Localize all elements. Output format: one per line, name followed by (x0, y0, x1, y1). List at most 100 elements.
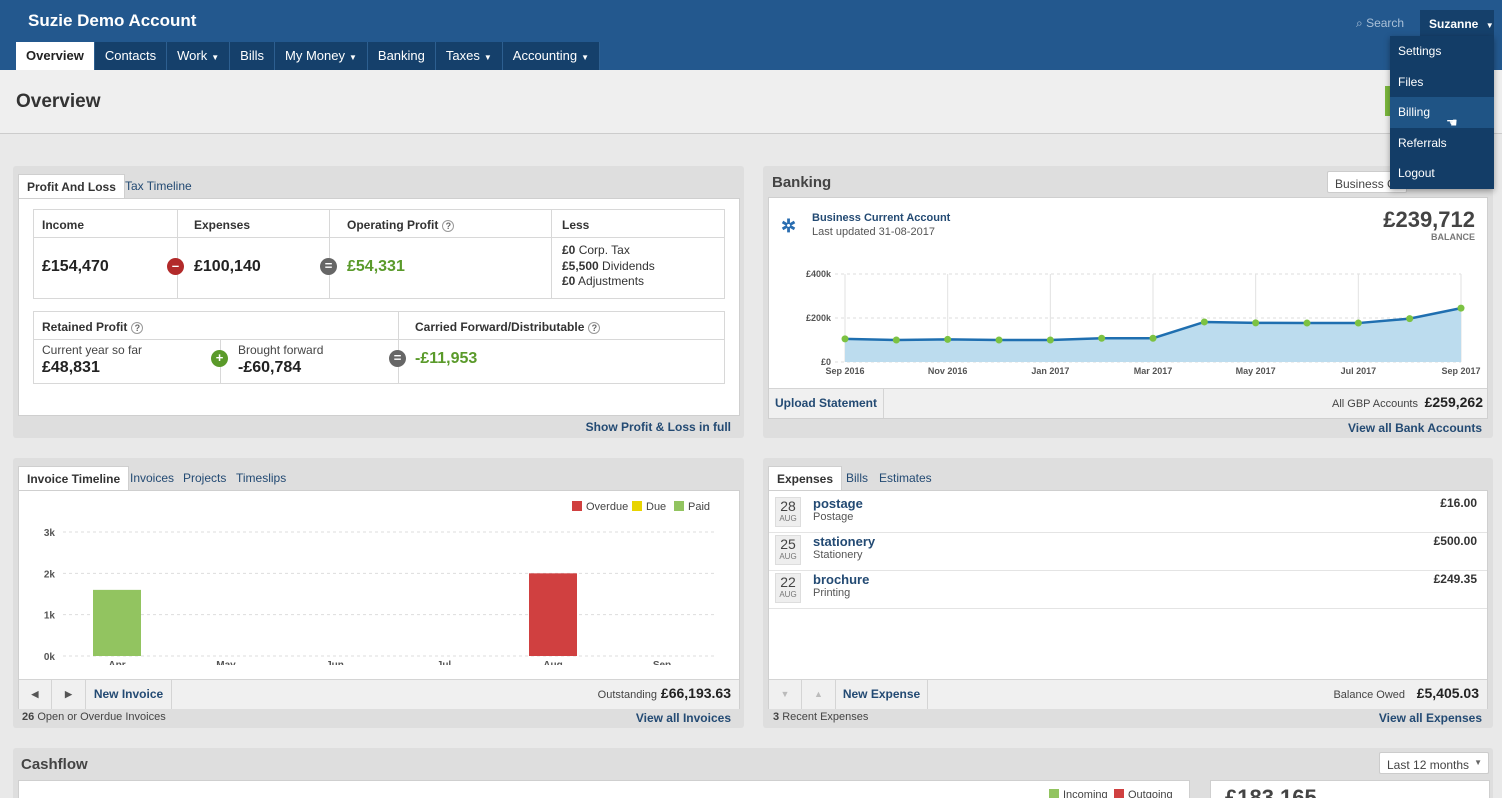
help-icon[interactable]: ? (442, 220, 455, 232)
balance-point[interactable] (1200, 318, 1208, 326)
upload-statement-button[interactable]: Upload Statement (769, 389, 884, 418)
y-tick-label: 3k (44, 528, 56, 539)
nav-accounting[interactable]: Accounting ▼ (502, 42, 601, 70)
tab-invoice-timeline[interactable]: Invoice Timeline (18, 466, 130, 491)
balance-point[interactable] (1149, 334, 1157, 342)
previous-icon[interactable]: ◀ (19, 680, 52, 709)
legend-outgoing: Outgoing (1114, 789, 1173, 798)
period-select[interactable]: Last 12 months ▼ (1379, 752, 1489, 774)
new-invoice-button[interactable]: New Invoice (86, 680, 172, 709)
balance-point[interactable] (1046, 336, 1054, 344)
expense-row[interactable]: 25 AUG stationery Stationery £500.00 (769, 533, 1487, 571)
less-line: £0 Adjustments (562, 274, 655, 290)
expense-row[interactable]: 28 AUG postage Postage £16.00 (769, 495, 1487, 533)
retained-profit-table: Retained Profit? Carried Forward/Distrib… (33, 311, 725, 384)
menu-item-logout[interactable]: Logout (1398, 166, 1435, 181)
bank-last-updated: Last updated 31-08-2017 (812, 226, 935, 238)
cashflow-summary: £183,165 (1210, 780, 1490, 798)
x-tick-label: Jan 2017 (1031, 366, 1069, 376)
expense-title[interactable]: brochure (813, 572, 870, 587)
tab-timeslips[interactable]: Timeslips (236, 471, 287, 485)
nav-banking[interactable]: Banking (367, 42, 436, 70)
current-year-value: £48,831 (42, 359, 100, 376)
nav-overview[interactable]: Overview (16, 42, 95, 70)
minus-icon: – (167, 258, 184, 275)
x-tick-label: Mar 2017 (1134, 366, 1173, 376)
overdue-swatch (572, 501, 582, 511)
tab-expenses[interactable]: Expenses (768, 466, 843, 491)
tab-tax-timeline[interactable]: Tax Timeline (125, 179, 192, 193)
nav-taxes[interactable]: Taxes ▼ (435, 42, 503, 70)
paid-swatch (674, 501, 684, 511)
nav-my-money[interactable]: My Money ▼ (275, 42, 368, 70)
x-tick-label: Aug (543, 660, 562, 665)
view-all-bank-accounts-link[interactable]: View all Bank Accounts (1347, 421, 1482, 435)
balance-point[interactable] (841, 335, 849, 343)
scroll-up-icon[interactable]: ▲ (802, 680, 836, 709)
balance-point[interactable] (1354, 319, 1362, 327)
tab-projects[interactable]: Projects (183, 471, 227, 485)
invoice-timeline-chart: 0k 1k 2k 3k Apr May Jun Jul Aug Sep (44, 528, 717, 665)
view-all-expenses-link[interactable]: View all Expenses (1378, 711, 1482, 725)
income-value: £154,470 (42, 258, 109, 275)
banking-panel: Banking Business C ✲ Business Current Ac… (763, 166, 1493, 438)
incoming-swatch (1049, 789, 1059, 798)
menu-item-files[interactable]: Files (1398, 74, 1424, 89)
next-icon[interactable]: ▶ (52, 680, 86, 709)
bank-account-name[interactable]: Business Current Account (812, 212, 951, 224)
balance-point[interactable] (1457, 304, 1465, 312)
expense-category: Stationery (813, 549, 863, 561)
tab-invoices[interactable]: Invoices (130, 471, 175, 485)
balance-point[interactable] (892, 336, 900, 344)
bar-overdue-aug[interactable] (529, 573, 577, 656)
show-profit-loss-link[interactable]: Show Profit & Loss in full (585, 420, 731, 434)
bank-account-select[interactable]: Business C (1327, 171, 1407, 193)
equals-icon: = (320, 258, 337, 275)
carried-forward-label: Carried Forward/Distributable? (415, 320, 601, 334)
y-tick-label: 2k (44, 569, 56, 580)
balance-point[interactable] (995, 336, 1003, 344)
view-all-invoices-link[interactable]: View all Invoices (635, 711, 731, 725)
x-tick-label: Sep (653, 660, 671, 665)
balance-point[interactable] (1406, 315, 1414, 323)
expense-day: 22 (780, 574, 796, 590)
less-lines: £0 Corp. Tax £5,500 Dividends £0 Adjustmen… (562, 243, 655, 290)
search-link[interactable]: ⌕ Search (1356, 16, 1404, 31)
nav-bills[interactable]: Bills (230, 42, 276, 70)
balance-owed-label: Balance Owed (1333, 689, 1405, 701)
balance-point[interactable] (1098, 334, 1106, 342)
bar-paid-apr[interactable] (93, 589, 141, 656)
help-icon[interactable]: ? (131, 322, 144, 334)
balance-point[interactable] (1303, 319, 1311, 327)
less-line: £5,500 Dividends (562, 259, 655, 275)
balance-point[interactable] (944, 335, 952, 343)
user-menu-button[interactable]: Suzanne ▼ (1420, 10, 1494, 36)
bank-balance-chart: £0 £200k £400k Sep 2016 Nov 2016 Jan 2017 Mar … (806, 269, 1481, 376)
page-header: Overview (0, 70, 1502, 134)
nav-work[interactable]: Work ▼ (167, 42, 231, 70)
tab-estimates[interactable]: Estimates (879, 471, 932, 485)
scroll-down-icon[interactable]: ▼ (769, 680, 802, 709)
tab-bills[interactable]: Bills (846, 471, 869, 485)
balance-owed-value: £5,405.03 (1416, 685, 1479, 701)
account-name[interactable]: Suzie Demo Account (28, 11, 197, 30)
expense-category: Postage (813, 511, 854, 523)
chevron-down-icon: ▼ (211, 53, 220, 62)
less-line: £0 Corp. Tax (562, 243, 655, 259)
outstanding-value: £66,193.63 (660, 685, 731, 701)
nav-contacts[interactable]: Contacts (94, 42, 168, 70)
new-expense-button[interactable]: New Expense (836, 680, 928, 709)
expense-title[interactable]: stationery (813, 534, 876, 549)
tab-profit-and-loss[interactable]: Profit And Loss (18, 174, 125, 199)
expense-row[interactable]: 22 AUG brochure Printing £249.35 (769, 571, 1487, 609)
menu-item-billing[interactable]: Billing ☚ (1390, 97, 1494, 130)
menu-item-referrals[interactable]: Referrals (1398, 135, 1447, 150)
expense-title[interactable]: postage (813, 496, 863, 511)
expense-month: AUG (779, 514, 797, 523)
help-icon[interactable]: ? (588, 322, 601, 334)
balance-point[interactable] (1252, 319, 1260, 327)
x-tick-label: May (216, 660, 236, 665)
search-label: Search (1366, 16, 1405, 30)
menu-item-settings[interactable]: Settings (1398, 44, 1442, 58)
x-tick-label: Jul 2017 (1341, 366, 1377, 376)
